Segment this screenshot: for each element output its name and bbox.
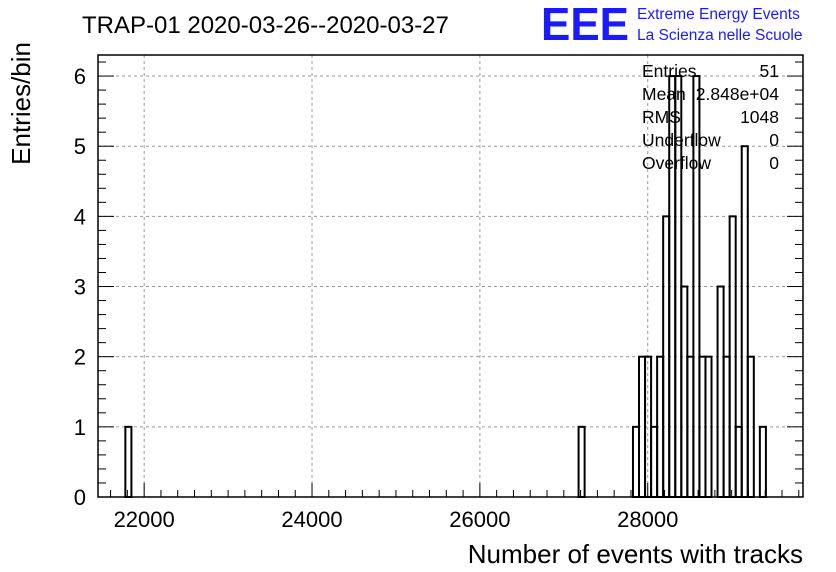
- y-tick-label: 5: [74, 134, 86, 159]
- stats-value: 2.848e+04: [696, 84, 779, 104]
- eee-logo-line2: La Scienza nelle Scuole: [637, 27, 802, 44]
- histogram-bar: [758, 425, 767, 499]
- grid: [98, 55, 803, 497]
- x-tick-label: 26000: [449, 507, 510, 532]
- eee-logo-line1: Extreme Energy Events: [637, 6, 800, 23]
- histogram-bar: [746, 355, 755, 498]
- x-axis-label: Number of events with tracks: [468, 539, 803, 569]
- y-tick-label: 2: [74, 345, 86, 370]
- stats-value: 51: [760, 61, 779, 81]
- y-axis-label: Entries/bin: [6, 42, 36, 165]
- stats-value: 1048: [740, 107, 779, 127]
- stats-value: 0: [769, 130, 779, 150]
- chart-title: TRAP-01 2020-03-26--2020-03-27: [82, 12, 449, 39]
- stats-label: Overflow: [642, 153, 711, 173]
- stats-box: Entries 51 Mean 2.848e+04 RMS 1048 Underflow 0 O…: [642, 61, 779, 173]
- tick-labels: 22000 24000 26000 28000 0 1 2 3 4 5 6: [74, 64, 679, 532]
- eee-logo-mark: EEE: [541, 0, 629, 50]
- eee-logo: EEE Extreme Energy Events La Scienza nel…: [541, 0, 802, 50]
- stats-value: 0: [769, 153, 779, 173]
- plot-frame: [97, 54, 804, 498]
- y-tick-label: 4: [74, 204, 86, 229]
- x-tick-label: 24000: [281, 507, 342, 532]
- histogram-bar: [577, 425, 586, 499]
- stats-label: Mean: [642, 84, 686, 104]
- y-tick-label: 0: [74, 485, 86, 510]
- y-tick-label: 6: [74, 64, 86, 89]
- x-tick-label: 28000: [617, 507, 678, 532]
- histogram-bar: [704, 355, 713, 498]
- axes: [97, 54, 804, 498]
- y-tick-label: 1: [74, 415, 86, 440]
- x-tick-label: 22000: [114, 507, 175, 532]
- stats-label: Underflow: [642, 130, 721, 150]
- stats-label: RMS: [642, 107, 681, 127]
- y-tick-label: 3: [74, 275, 86, 300]
- stats-label: Entries: [642, 61, 697, 81]
- histogram-bar: [124, 425, 133, 499]
